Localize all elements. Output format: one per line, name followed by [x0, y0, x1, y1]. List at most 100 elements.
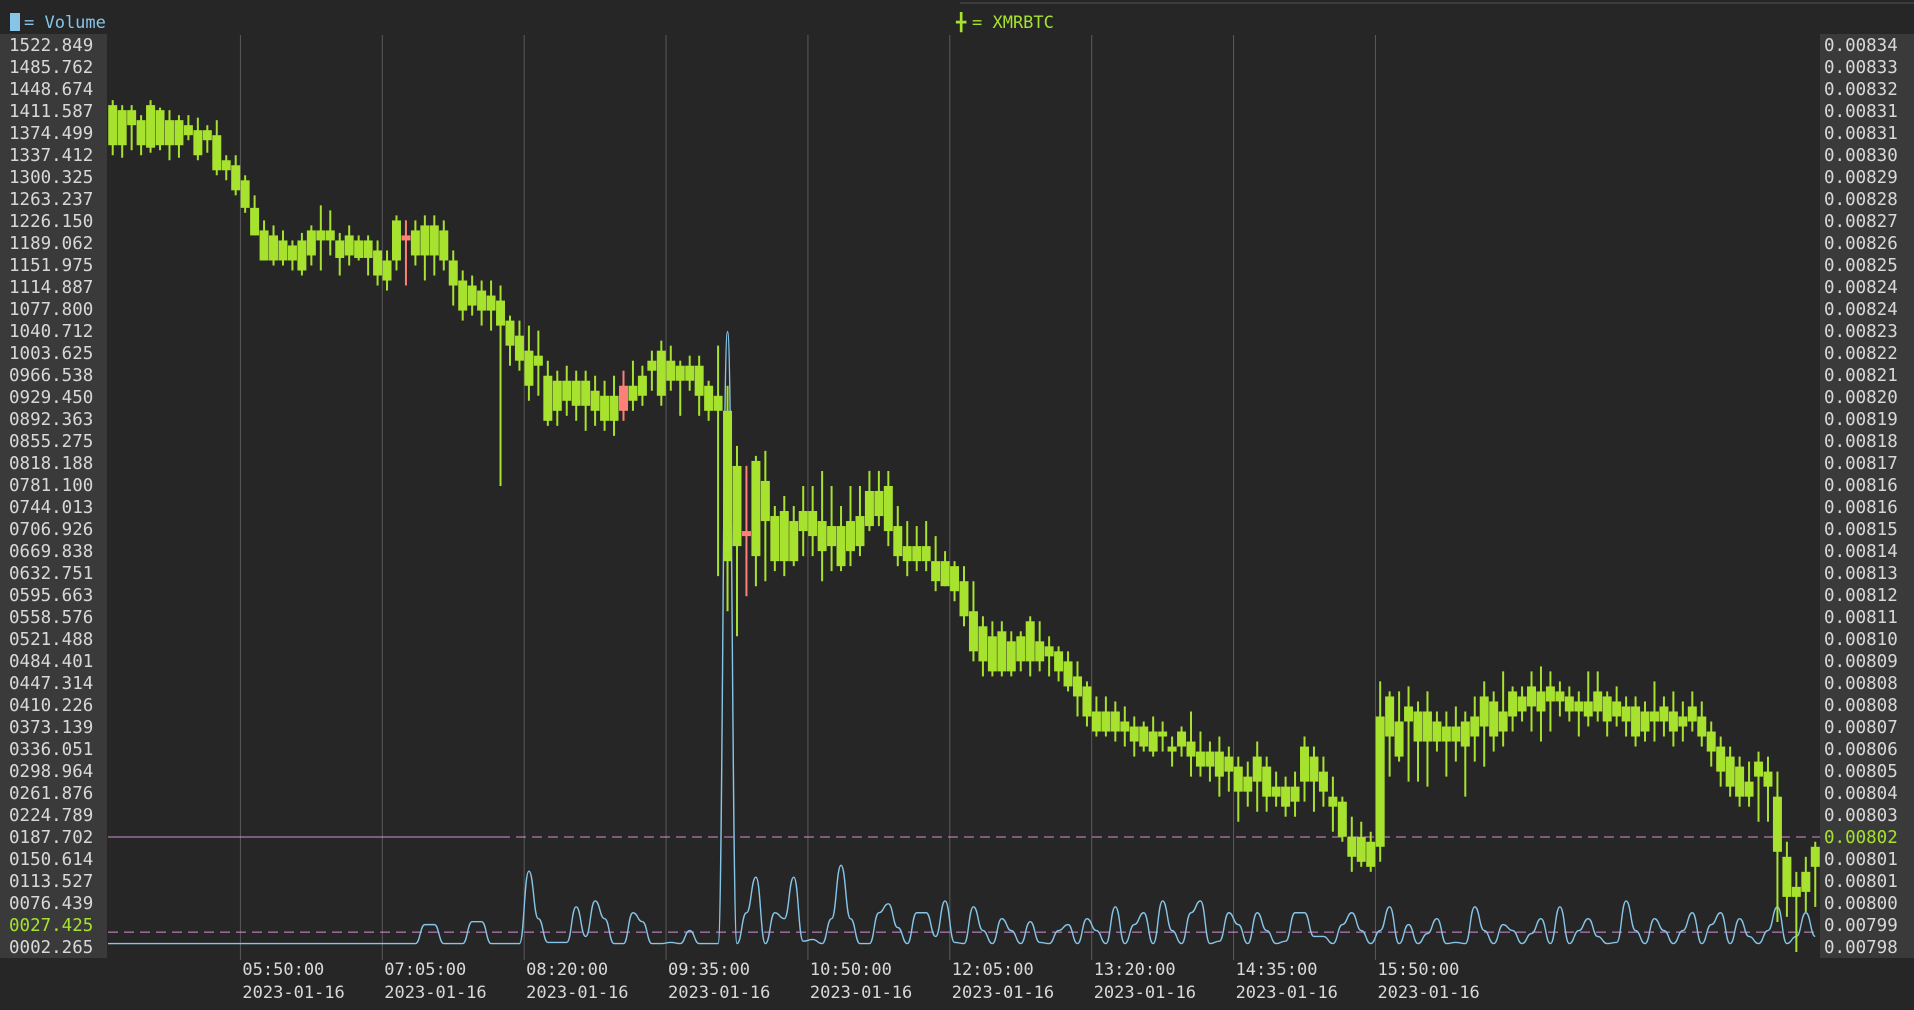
candle-body [1309, 756, 1319, 782]
candle-body [1290, 786, 1300, 802]
right-tick-label: 0.00800 [1824, 894, 1898, 914]
candle-body [1470, 716, 1480, 737]
candle-body [987, 636, 997, 672]
right-tick-bg [1820, 364, 1914, 386]
right-tick-label: 0.00832 [1824, 80, 1898, 100]
candle-body [1035, 641, 1045, 662]
candle-body [1375, 716, 1385, 847]
right-tick-bg [1820, 936, 1914, 958]
right-tick-bg [1820, 276, 1914, 298]
left-tick-label: 1448.674 [9, 80, 93, 100]
candle-body [1110, 711, 1120, 732]
right-tick-label: 0.00833 [1824, 58, 1898, 78]
right-tick-bg [1820, 716, 1914, 738]
left-tick-bg [0, 342, 107, 364]
right-tick-label: 0.00819 [1824, 410, 1898, 430]
right-tick-label: 0.00805 [1824, 762, 1898, 782]
right-tick-bg [1820, 518, 1914, 540]
candle-body [240, 180, 250, 208]
left-tick-label: 0336.051 [9, 740, 93, 760]
left-tick-bg [0, 738, 107, 760]
left-tick-bg [0, 782, 107, 804]
candle-body [940, 561, 950, 587]
left-tick-label: 1300.325 [9, 168, 93, 188]
left-tick-bg [0, 540, 107, 562]
candle-body [183, 125, 193, 136]
right-tick-label: 0.00806 [1824, 740, 1898, 760]
right-tick-bg [1820, 100, 1914, 122]
candle-body [1498, 711, 1508, 732]
candle-body [618, 385, 628, 411]
candle-body [1337, 801, 1347, 837]
candle-body [1224, 756, 1234, 772]
right-tick-label: 0.00830 [1824, 146, 1898, 166]
left-tick-bg [0, 562, 107, 584]
candle-body [647, 360, 657, 371]
left-tick-bg [0, 298, 107, 320]
candle-body [1101, 711, 1111, 732]
candle-body [581, 380, 591, 406]
candle-body [883, 485, 893, 532]
candle-body [732, 465, 742, 547]
candle-body [1356, 836, 1366, 862]
candle-body [1782, 856, 1792, 897]
left-tick-label: 0744.013 [9, 498, 93, 518]
right-tick-label: 0.00827 [1824, 212, 1898, 232]
left-tick-bg [0, 826, 107, 848]
price-legend-symbol: ╋ [955, 12, 967, 33]
candle-body [221, 160, 231, 171]
candle-body [439, 230, 449, 261]
right-tick-bg [1820, 430, 1914, 452]
candle-body [117, 110, 127, 146]
candle-body [164, 120, 174, 146]
left-tick-label: 1040.712 [9, 322, 93, 342]
candle-body [1233, 766, 1243, 792]
candle-body [1640, 711, 1650, 732]
candle-body [1508, 691, 1518, 717]
right-tick-bg [1820, 562, 1914, 584]
candle-body [770, 516, 780, 562]
candle-body [269, 235, 279, 261]
candle-body [723, 410, 733, 562]
left-tick-bg [0, 672, 107, 694]
candle-body [1583, 701, 1593, 717]
right-tick-bg [1820, 408, 1914, 430]
candle-body [1404, 706, 1414, 722]
candle-body [1195, 751, 1205, 767]
candle-body [893, 526, 903, 557]
right-tick-bg [1820, 298, 1914, 320]
candle-body [1810, 846, 1820, 867]
right-tick-label: 0.00826 [1824, 234, 1898, 254]
left-tick-bg [0, 694, 107, 716]
left-tick-label: 0373.139 [9, 718, 93, 738]
x-tick-time: 05:50:00 [242, 960, 324, 980]
right-tick-bg [1820, 122, 1914, 144]
candle-body [1479, 696, 1489, 727]
candle-body [524, 350, 534, 386]
candle-body [278, 240, 288, 261]
candle-body [543, 375, 553, 421]
left-tick-bg [0, 628, 107, 650]
candle-body [1243, 776, 1253, 792]
candle-body [1649, 711, 1659, 722]
left-tick-bg [0, 650, 107, 672]
volume-line [108, 330, 1816, 945]
left-tick-bg [0, 848, 107, 870]
left-tick-bg [0, 408, 107, 430]
candle-body [477, 290, 487, 311]
left-tick-label: 0558.576 [9, 608, 93, 628]
left-tick-label: 1189.062 [9, 234, 93, 254]
candle-body [1725, 756, 1735, 787]
candle-body [410, 230, 420, 256]
x-tick-date: 2023-01-16 [526, 983, 628, 1003]
candle-body [713, 395, 723, 411]
candle-body [325, 230, 335, 241]
candle-body [1044, 646, 1054, 657]
left-tick-label: 0187.702 [9, 828, 93, 848]
right-tick-bg [1820, 672, 1914, 694]
candle-body [1186, 741, 1196, 757]
right-tick-label: 0.00823 [1824, 322, 1898, 342]
candle-body [1413, 711, 1423, 742]
candle-body [675, 365, 685, 381]
